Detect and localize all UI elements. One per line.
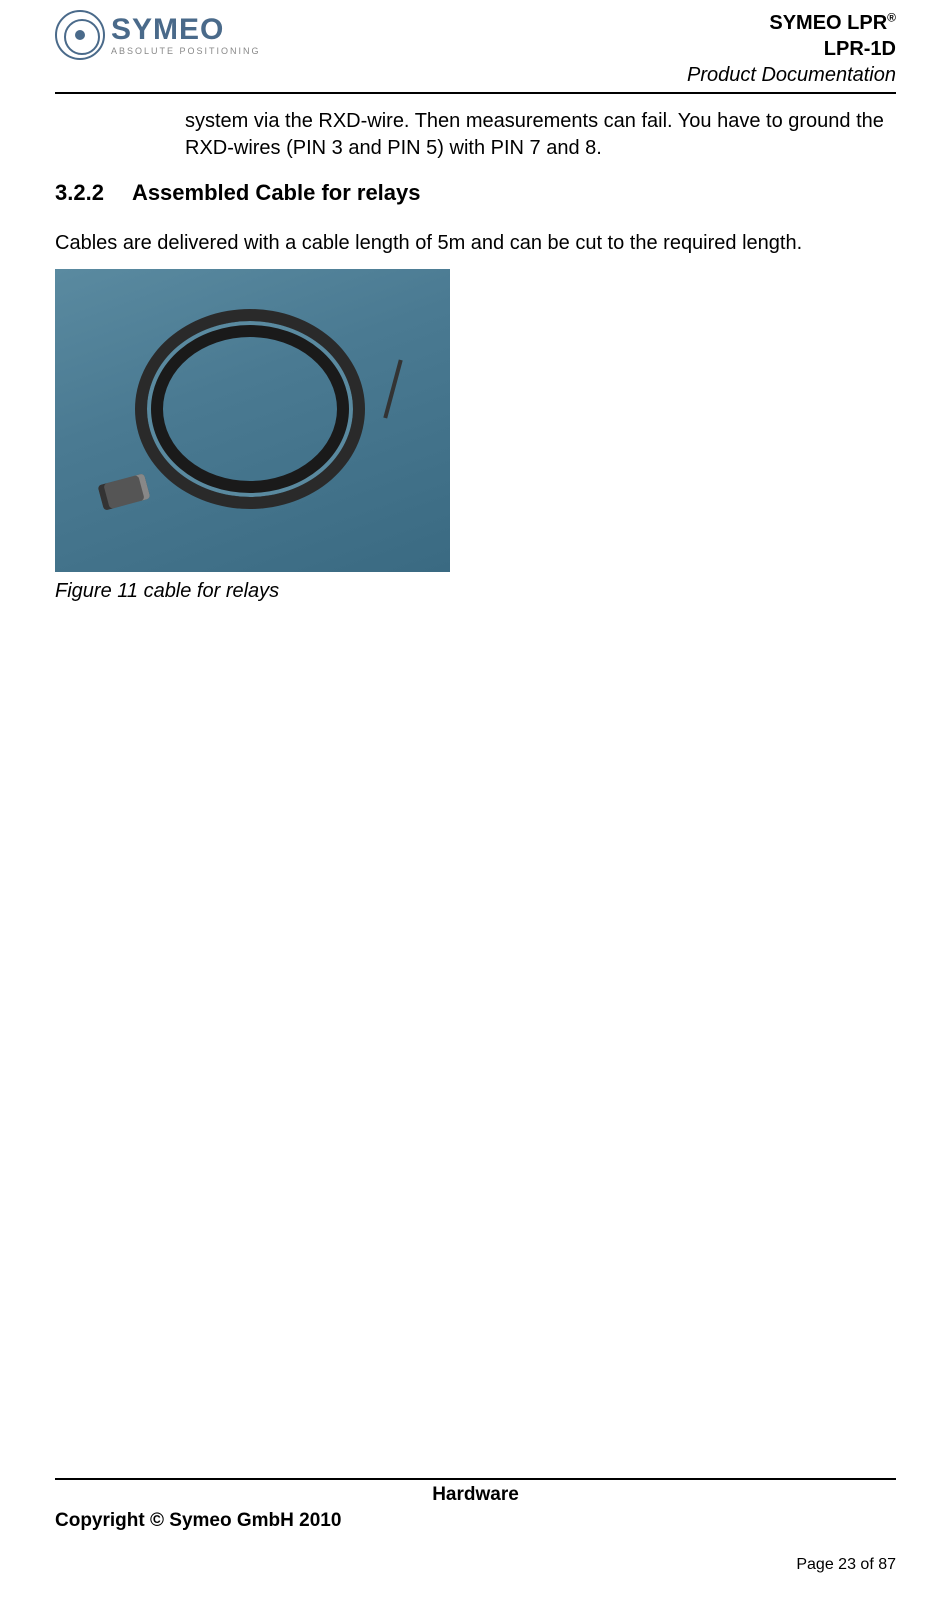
header-right: SYMEO LPR® LPR-1D Product Documentation — [687, 10, 896, 88]
header-title-line2: LPR-1D — [687, 36, 896, 62]
logo-brand: SYMEO — [111, 15, 261, 45]
header-title1-prefix: SYMEO LPR — [769, 12, 887, 34]
footer-bottom: Copyright © Symeo GmbH 2010 — [55, 1510, 896, 1532]
registered-symbol: ® — [887, 10, 896, 24]
header-title-line1: SYMEO LPR® — [687, 10, 896, 36]
footer-divider — [55, 1478, 896, 1480]
logo-text: SYMEO ABSOLUTE POSITIONING — [111, 15, 261, 56]
target-icon — [55, 10, 105, 60]
section-heading: 3.2.2 Assembled Cable for relays — [55, 178, 896, 208]
section-number: 3.2.2 — [55, 178, 104, 208]
page-content: system via the RXD-wire. Then measuremen… — [55, 108, 896, 605]
footer-page-number: Page 23 of 87 — [55, 1556, 896, 1574]
page-footer: Hardware Copyright © Symeo GmbH 2010 Pag… — [55, 1478, 896, 1574]
figure-caption: Figure 11 cable for relays — [55, 578, 896, 605]
footer-section-label: Hardware — [55, 1484, 896, 1506]
logo-tagline: ABSOLUTE POSITIONING — [111, 47, 261, 56]
cable-coil-icon — [135, 309, 365, 509]
page-header: SYMEO ABSOLUTE POSITIONING SYMEO LPR® LP… — [55, 10, 896, 94]
logo-block: SYMEO ABSOLUTE POSITIONING — [55, 10, 261, 60]
figure-image — [55, 269, 450, 572]
continuation-paragraph: system via the RXD-wire. Then measuremen… — [185, 108, 896, 162]
body-paragraph: Cables are delivered with a cable length… — [55, 230, 896, 257]
cable-end-icon — [383, 359, 402, 418]
footer-copyright: Copyright © Symeo GmbH 2010 — [55, 1510, 341, 1532]
header-subtitle: Product Documentation — [687, 62, 896, 88]
cable-connector-icon — [97, 473, 150, 511]
section-title: Assembled Cable for relays — [132, 178, 421, 208]
